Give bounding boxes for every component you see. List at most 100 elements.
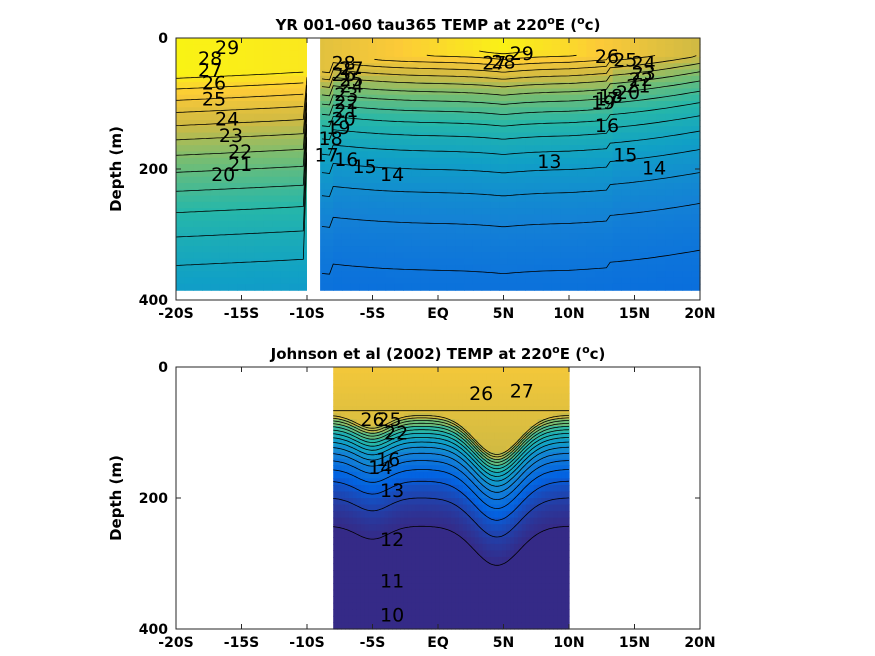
field-cell	[184, 233, 195, 241]
field-cell	[462, 517, 468, 525]
field-cell	[462, 596, 468, 604]
contour-line	[321, 249, 701, 275]
field-cell	[595, 208, 605, 216]
field-cell	[621, 145, 631, 153]
field-cell	[595, 50, 605, 58]
field-cell	[551, 151, 561, 159]
field-cell	[603, 264, 614, 272]
contour-line	[333, 441, 570, 482]
field-cell	[472, 246, 483, 253]
field-cell	[384, 589, 389, 597]
field-cell	[360, 504, 366, 512]
field-cell	[542, 56, 553, 64]
field-cell	[458, 484, 464, 493]
field-cell	[498, 386, 503, 394]
field-cell	[464, 201, 474, 209]
field-cell	[350, 183, 360, 190]
field-cell	[464, 227, 474, 235]
field-cell	[513, 471, 519, 479]
field-cell	[350, 277, 360, 285]
field-cell	[350, 113, 360, 121]
field-cell	[455, 69, 465, 77]
field-cell	[557, 609, 562, 617]
field-cell	[603, 69, 614, 77]
field-cell	[396, 596, 401, 604]
field-cell	[691, 69, 701, 77]
field-cell	[341, 550, 346, 558]
field-cell	[400, 491, 405, 499]
field-cell	[337, 419, 342, 427]
field-cell	[202, 126, 212, 134]
field-cell	[490, 478, 495, 486]
field-cell	[525, 524, 531, 532]
field-cell	[400, 399, 405, 407]
field-cell	[337, 439, 342, 447]
field-cell	[534, 233, 544, 241]
field-cell	[506, 609, 511, 617]
field-cell	[510, 380, 515, 388]
field-cell	[470, 399, 476, 407]
field-cell	[673, 157, 684, 165]
field-cell	[360, 380, 366, 388]
field-cell	[470, 537, 476, 545]
field-cell	[372, 563, 378, 571]
field-cell	[228, 214, 238, 222]
field-cell	[298, 246, 308, 253]
field-cell	[352, 425, 358, 434]
field-cell	[384, 406, 389, 414]
field-cell	[525, 563, 531, 571]
field-cell	[521, 406, 527, 414]
field-cell	[516, 239, 526, 247]
field-cell	[537, 511, 543, 519]
field-cell	[419, 465, 425, 473]
field-cell	[394, 176, 404, 184]
field-cell	[407, 563, 413, 571]
field-cell	[472, 164, 483, 171]
contour-line	[175, 112, 308, 192]
field-cell	[569, 151, 579, 159]
field-cell	[621, 82, 631, 90]
field-cell	[403, 563, 409, 571]
field-cell	[506, 498, 511, 506]
field-cell	[184, 246, 195, 253]
field-cell	[612, 119, 622, 127]
field-cell	[403, 609, 409, 617]
field-cell	[482, 386, 488, 394]
field-cell	[400, 550, 405, 558]
field-cell	[360, 399, 366, 407]
field-cell	[280, 94, 291, 102]
field-cell	[537, 530, 543, 538]
field-cell	[431, 471, 436, 479]
field-cell	[462, 609, 468, 617]
field-cell	[502, 406, 507, 414]
field-cell	[411, 511, 417, 519]
field-cell	[525, 602, 531, 610]
field-cell	[202, 82, 212, 90]
field-cell	[612, 271, 622, 279]
field-cell	[586, 145, 596, 153]
field-cell	[458, 511, 464, 519]
field-cell	[344, 419, 350, 427]
field-cell	[603, 176, 614, 184]
field-cell	[603, 75, 614, 83]
field-cell	[348, 511, 354, 519]
field-cell	[466, 458, 472, 466]
field-cell	[569, 189, 579, 197]
field-cell	[341, 271, 352, 279]
field-cell	[411, 157, 422, 165]
field-cell	[420, 50, 430, 58]
field-cell	[551, 214, 561, 222]
field-cell	[407, 465, 413, 473]
field-cell	[507, 189, 518, 197]
field-cell	[411, 271, 422, 279]
field-cell	[506, 386, 511, 394]
field-cell	[446, 201, 457, 209]
field-cell	[360, 524, 366, 532]
field-cell	[603, 164, 614, 171]
field-cell	[411, 563, 417, 571]
field-cell	[534, 75, 544, 83]
field-cell	[337, 589, 342, 597]
field-cell	[513, 602, 519, 610]
field-cell	[298, 107, 308, 115]
field-cell	[415, 517, 421, 525]
